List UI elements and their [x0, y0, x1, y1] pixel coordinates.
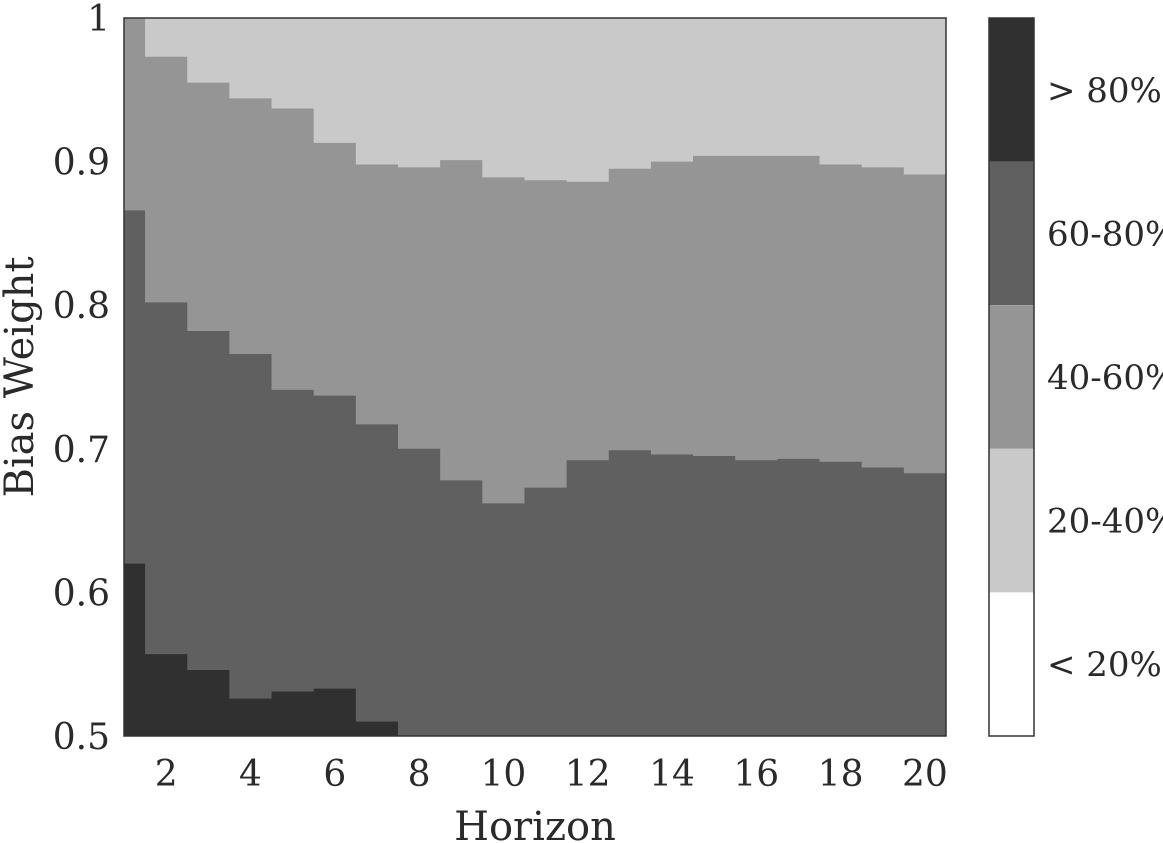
- y-tick-label: 0.6: [53, 573, 110, 614]
- region-above-80: [124, 563, 946, 736]
- x-axis-ticks: 2 4 6 8 10 12 14 16 18 20: [155, 754, 948, 795]
- x-tick-label: 20: [902, 754, 948, 795]
- region-60-80: [124, 210, 946, 736]
- legend-swatch: [989, 161, 1034, 306]
- x-tick-label: 6: [323, 754, 346, 795]
- legend-label: > 80%: [1047, 71, 1162, 111]
- y-tick-label: 1: [87, 0, 110, 40]
- legend-label: 20-40%: [1047, 502, 1163, 542]
- y-axis-ticks: 0.5 0.6 0.7 0.8 0.9 1: [53, 0, 110, 758]
- legend-swatch: [989, 448, 1034, 593]
- x-axis-title: Horizon: [454, 804, 616, 843]
- legend-swatch: [989, 305, 1034, 449]
- y-tick-label: 0.9: [53, 143, 110, 184]
- x-tick-label: 14: [649, 754, 695, 795]
- legend-swatch: [989, 592, 1034, 736]
- y-tick-label: 0.8: [53, 286, 110, 327]
- legend-label: 60-80%: [1047, 214, 1163, 254]
- plot-area: [124, 18, 946, 736]
- x-tick-label: 10: [480, 754, 526, 795]
- y-tick-label: 0.7: [53, 430, 110, 471]
- x-tick-label: 18: [818, 754, 864, 795]
- plot-frame: [123, 17, 947, 737]
- y-axis-title: Bias Weight: [0, 256, 43, 497]
- legend-label: < 20%: [1047, 645, 1162, 685]
- legend-label: 40-60%: [1047, 358, 1163, 398]
- x-tick-label: 8: [408, 754, 431, 795]
- x-tick-label: 16: [733, 754, 779, 795]
- colorbar-legend: > 80% 60-80% 40-60% 20-40% < 20%: [988, 17, 1163, 737]
- legend-swatch: [989, 18, 1034, 162]
- x-tick-label: 12: [565, 754, 611, 795]
- legend-frame: [988, 17, 1035, 737]
- y-tick-label: 0.5: [53, 717, 110, 758]
- x-tick-label: 2: [155, 754, 178, 795]
- x-tick-label: 4: [239, 754, 262, 795]
